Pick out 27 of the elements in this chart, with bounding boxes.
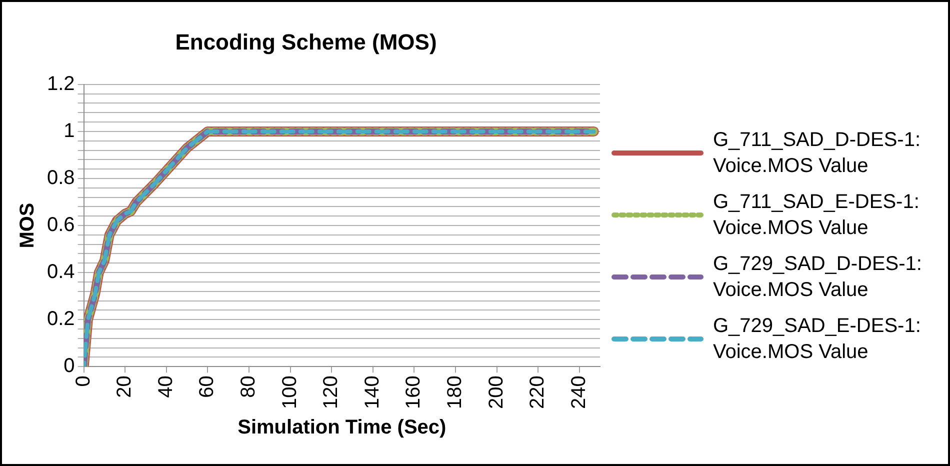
- x-tick-label: 100: [278, 376, 301, 410]
- x-tick-label: 80: [238, 376, 260, 398]
- x-tick-label: 200: [485, 376, 508, 410]
- x-axis-title: Simulation Time (Sec): [238, 416, 446, 439]
- y-tick-label: 0.2: [46, 308, 75, 330]
- x-tick-label: 60: [196, 376, 218, 398]
- y-axis-title: MOS: [16, 202, 39, 248]
- x-tick-label: 0: [72, 376, 94, 387]
- legend-label: G_711_SAD_E-DES-1: Voice.MOS Value: [713, 190, 920, 241]
- x-tick-label: 20: [114, 376, 136, 398]
- x-tick-label: 240: [568, 376, 590, 410]
- y-tick-label: 0.6: [46, 214, 75, 236]
- legend-label: G_729_SAD_E-DES-1: Voice.MOS Value: [713, 314, 922, 365]
- x-tick-label: 40: [154, 376, 177, 398]
- x-tick-label: 120: [320, 376, 342, 410]
- y-tick-label: 0.4: [46, 261, 75, 284]
- y-tick-label: 0.8: [46, 166, 75, 189]
- chart-title: Encoding Scheme (MOS): [175, 29, 437, 54]
- x-tick-label: 160: [402, 376, 425, 410]
- legend-label: G_729_SAD_D-DES-1: Voice.MOS Value: [713, 252, 923, 303]
- x-tick-label: 140: [361, 376, 384, 410]
- legend-label: G_711_SAD_D-DES-1: Voice.MOS Value: [713, 128, 922, 179]
- x-tick-label: 180: [444, 376, 466, 410]
- y-tick-label: 1: [64, 120, 75, 142]
- x-tick-label: 220: [526, 376, 549, 410]
- y-tick-label: 1.2: [46, 72, 75, 95]
- y-tick-label: 0: [64, 355, 75, 378]
